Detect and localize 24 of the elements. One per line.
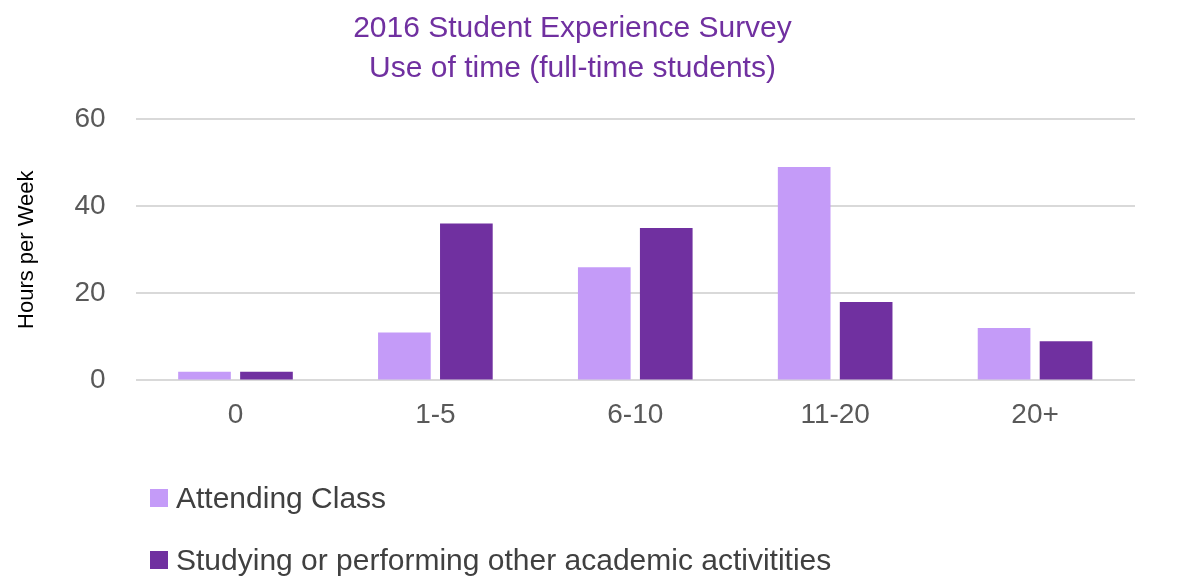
bar <box>777 166 831 380</box>
bar <box>178 371 231 380</box>
y-tick-label: 40 <box>74 188 106 220</box>
bar <box>240 371 293 380</box>
bar <box>378 332 431 380</box>
chart-subtitle: Use of time (full-time students) <box>369 50 776 84</box>
bar <box>577 267 631 380</box>
x-tick-label: 1-5 <box>415 397 456 429</box>
y-tick-label: 0 <box>89 363 106 395</box>
y-tick-label: 60 <box>74 101 106 133</box>
x-tick-label: 0 <box>227 397 244 429</box>
x-tick-label: 20+ <box>1011 397 1059 429</box>
x-tick-label: 6-10 <box>607 397 664 429</box>
bar <box>977 328 1031 380</box>
chart-title: 2016 Student Experience Survey <box>353 9 792 43</box>
y-axis-title: Hours per Week <box>13 169 39 329</box>
legend-label: Attending Class <box>176 481 387 515</box>
bar <box>839 301 893 380</box>
bar <box>639 227 693 380</box>
x-tick-label: 11-20 <box>800 397 870 429</box>
bar <box>1039 341 1093 380</box>
legend-label: Studying or performing other academic activitities <box>176 543 832 577</box>
bar <box>440 223 493 380</box>
y-tick-label: 20 <box>74 275 106 307</box>
